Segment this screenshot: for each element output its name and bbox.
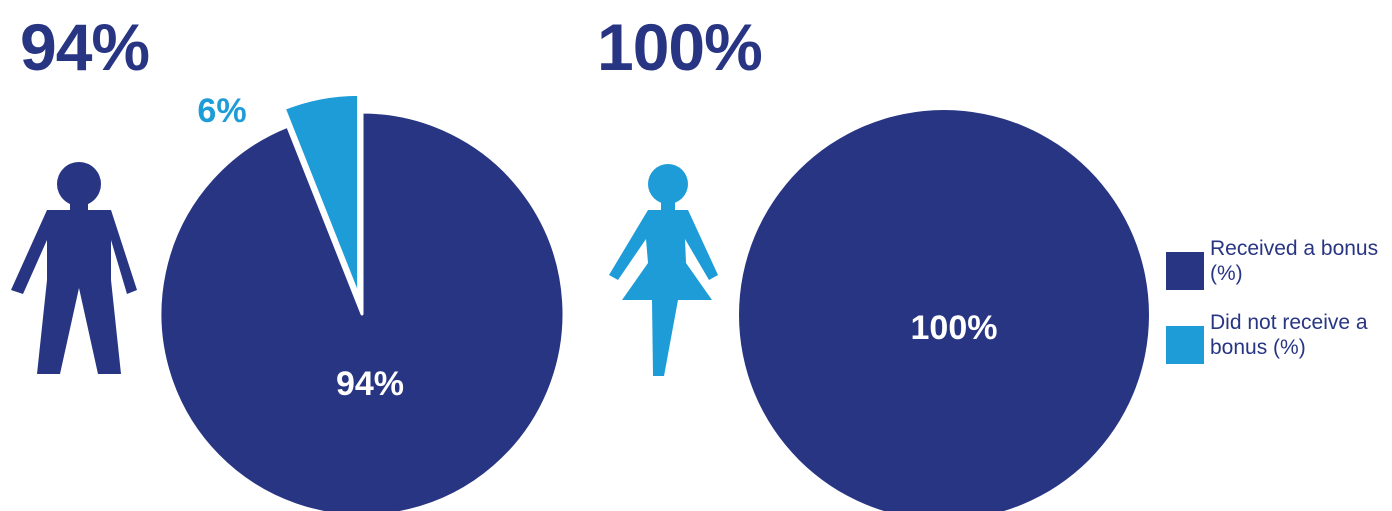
pie-men-label-received: 94% — [336, 365, 404, 403]
pie-women-slice-received — [739, 110, 1149, 511]
legend-label-not-received: Did not receive a bonus (%) — [1210, 311, 1368, 360]
legend-label-received: Received a bonus (%) — [1210, 237, 1379, 286]
man-icon — [11, 162, 137, 374]
pie-chart-men: 94% 6% — [158, 92, 566, 511]
pie-men-slice-received — [158, 110, 566, 511]
pie-men-slice-not-received — [282, 92, 361, 298]
headline-men-percentage: 94% — [20, 10, 150, 84]
legend-swatch-not-received — [1166, 326, 1204, 364]
legend-swatch-received — [1166, 252, 1204, 290]
pie-chart-women: 100% — [739, 110, 1149, 511]
woman-icon — [609, 164, 718, 376]
pie-women-label-received: 100% — [911, 309, 998, 347]
pie-men-label-not-received: 6% — [197, 92, 246, 130]
headline-women-percentage: 100% — [597, 10, 763, 84]
